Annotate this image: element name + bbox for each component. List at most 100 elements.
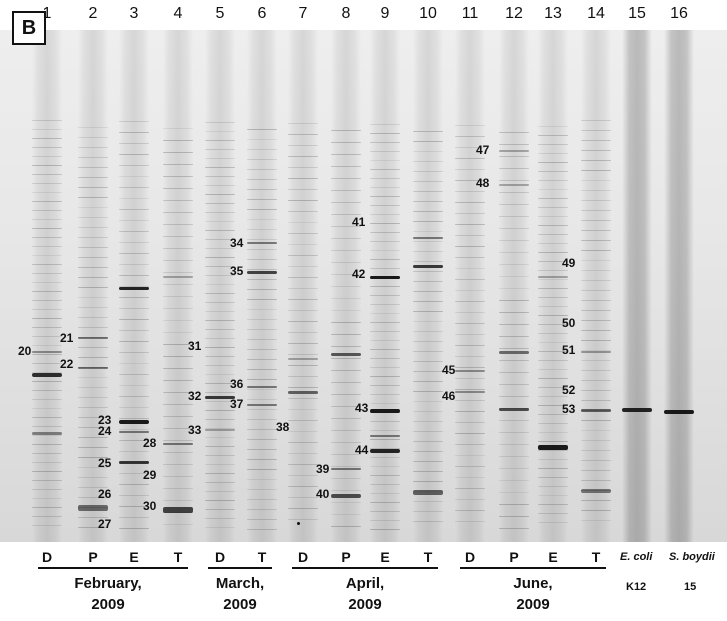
gel-band: [78, 387, 108, 388]
gel-band: [581, 450, 611, 451]
gel-band: [331, 262, 361, 263]
gel-band: [455, 389, 485, 390]
gel-band: [78, 357, 108, 358]
gel-band: [247, 219, 277, 220]
band-number-label: 29: [143, 468, 157, 482]
gel-band: [331, 214, 361, 215]
gel-band: [538, 144, 568, 145]
gel-band: [455, 191, 485, 192]
gel-band: [413, 271, 443, 272]
gel-band: [538, 360, 568, 361]
gel-band: [205, 275, 235, 276]
gel-band: [247, 179, 277, 180]
gel-band: [413, 331, 443, 332]
gel-band-strong: [32, 432, 62, 435]
gel-band: [247, 269, 277, 270]
gel-band: [538, 441, 568, 442]
gel-band: [413, 381, 443, 382]
gel-band: [455, 356, 485, 357]
gel-band: [455, 378, 485, 379]
gel-band: [455, 422, 485, 423]
gel-band: [205, 239, 235, 240]
gel-band: [499, 276, 529, 277]
gel-band: [370, 295, 400, 296]
gel-band: [499, 240, 529, 241]
gel-band: [581, 500, 611, 501]
gel-band: [455, 224, 485, 225]
gel-band: [581, 260, 611, 261]
gel-band: [119, 473, 149, 474]
gel-band: [455, 246, 485, 247]
gel-band-strong: [581, 351, 611, 353]
gel-band: [538, 378, 568, 379]
gel-band: [163, 476, 193, 477]
band-number-label: 44: [355, 443, 369, 457]
gel-band: [538, 369, 568, 370]
gel-band: [581, 460, 611, 461]
gel-band: [331, 490, 361, 491]
gel-band: [247, 479, 277, 480]
gel-band: [499, 132, 529, 133]
gel-band: [538, 162, 568, 163]
gel-band: [499, 216, 529, 217]
band-number-label: 27: [98, 517, 112, 531]
gel-band: [205, 320, 235, 321]
gel-band: [78, 307, 108, 308]
gel-band-strong: [119, 420, 149, 424]
sampling-month: June,: [513, 575, 553, 592]
gel-band: [78, 167, 108, 168]
gel-band: [78, 447, 108, 448]
gel-band: [78, 207, 108, 208]
gel-band: [205, 482, 235, 483]
gel-band: [32, 381, 62, 382]
gel-band: [581, 230, 611, 231]
gel-band: [32, 309, 62, 310]
gel-band: [413, 171, 443, 172]
gel-band: [288, 145, 318, 146]
gel-band: [32, 507, 62, 508]
gel-band: [370, 259, 400, 260]
lane-number: 8: [341, 5, 351, 22]
gel-band: [581, 370, 611, 371]
gel-band: [413, 471, 443, 472]
gel-band: [370, 331, 400, 332]
gel-band: [119, 264, 149, 265]
gel-band: [370, 394, 400, 395]
gel-band: [247, 139, 277, 140]
gel-band: [32, 372, 62, 373]
gel-band: [119, 209, 149, 210]
gel-band: [78, 237, 108, 238]
gel-band: [78, 437, 108, 438]
gel-band: [247, 189, 277, 190]
gel-band: [247, 439, 277, 440]
gel-band: [538, 333, 568, 334]
gel-lane: [499, 30, 529, 542]
gel-band: [538, 171, 568, 172]
gel-band: [370, 358, 400, 359]
gel-band: [247, 419, 277, 420]
gel-band: [370, 250, 400, 251]
gel-band: [370, 439, 400, 440]
gel-band: [370, 160, 400, 161]
gel-band: [331, 154, 361, 155]
gel-band: [163, 344, 193, 345]
gel-band: [413, 361, 443, 362]
gel-band: [455, 169, 485, 170]
gel-band: [538, 270, 568, 271]
gel-band: [370, 286, 400, 287]
gel-band: [78, 287, 108, 288]
gel-band: [455, 202, 485, 203]
gel-band: [205, 248, 235, 249]
gel-band: [119, 418, 149, 419]
gel-band-strong: [455, 391, 485, 393]
band-number-label: 39: [316, 462, 330, 476]
gel-band: [288, 156, 318, 157]
gel-band: [163, 188, 193, 189]
gel-band: [119, 220, 149, 221]
gel-band: [205, 221, 235, 222]
gel-band-strong: [163, 507, 193, 513]
gel-band: [288, 332, 318, 333]
gel-band: [119, 341, 149, 342]
gel-band: [163, 440, 193, 441]
gel-band: [455, 312, 485, 313]
